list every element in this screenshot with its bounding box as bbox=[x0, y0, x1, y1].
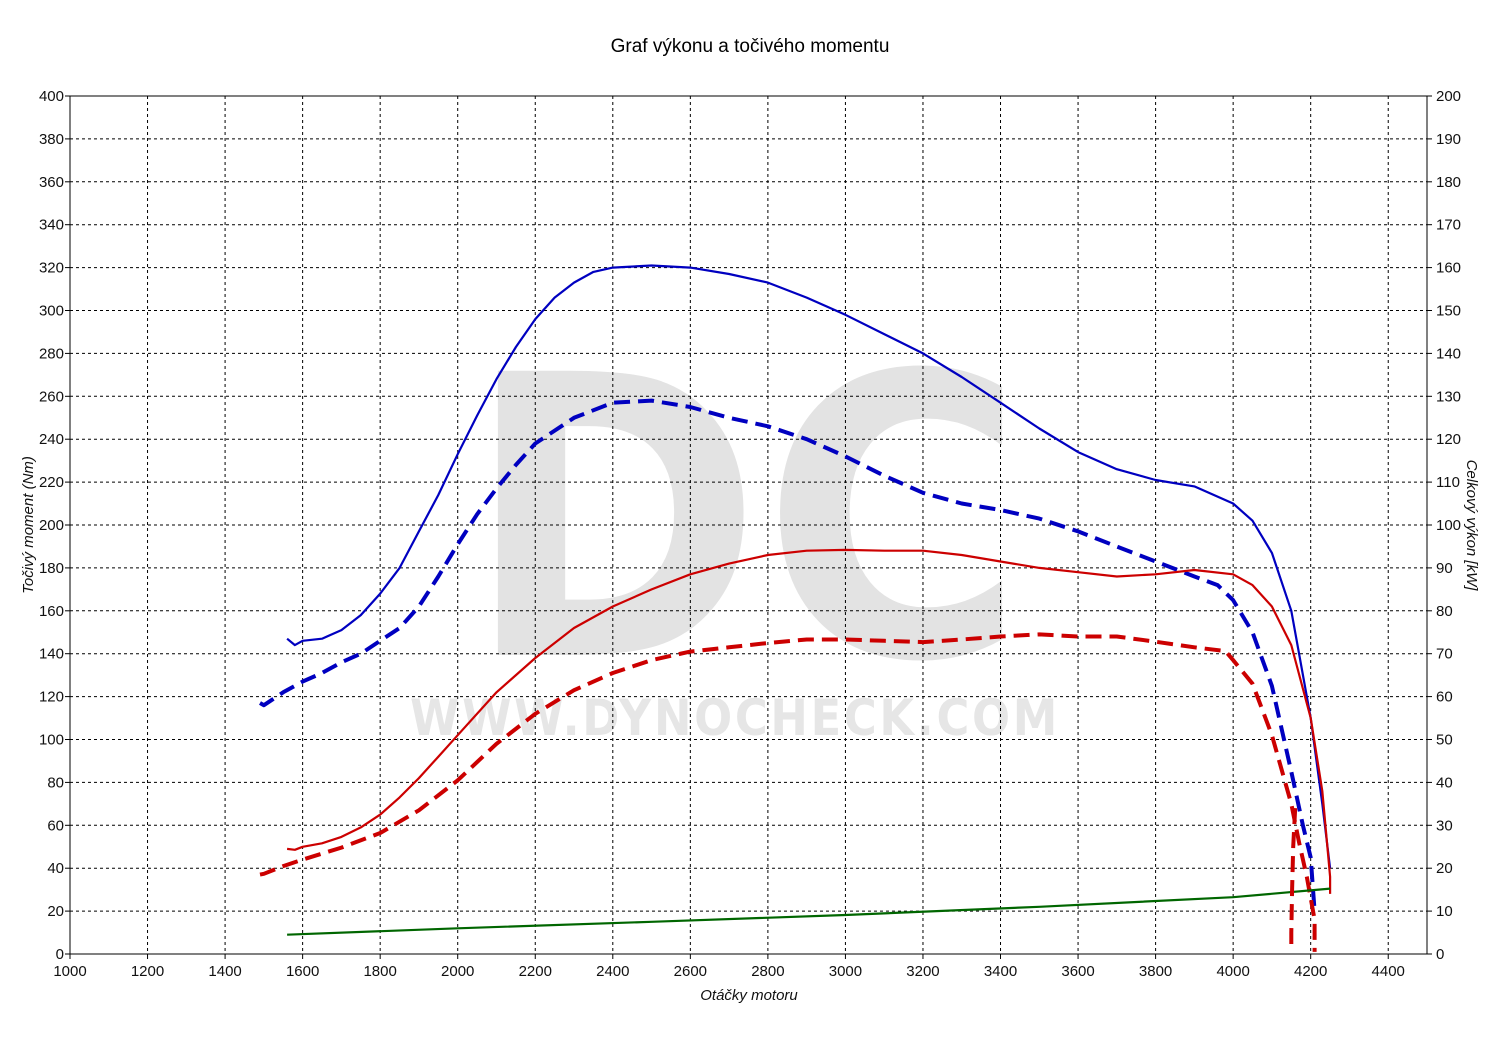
y-right-tick-label: 90 bbox=[1436, 560, 1453, 577]
y-left-tick-label: 20 bbox=[47, 903, 64, 920]
series-line-3 bbox=[286, 548, 1332, 894]
x-tick-label: 2600 bbox=[674, 963, 707, 980]
y-left-tick-label: 340 bbox=[39, 217, 64, 234]
x-tick-label: 3200 bbox=[906, 963, 939, 980]
y-left-tick-label: 260 bbox=[39, 388, 64, 405]
x-axis-label: Otáčky motoru bbox=[700, 987, 798, 1004]
series-line-6 bbox=[1289, 807, 1298, 952]
y-left-tick-label: 180 bbox=[39, 560, 64, 577]
y-right-tick-label: 100 bbox=[1436, 517, 1461, 534]
y-right-tick-label: 80 bbox=[1436, 603, 1453, 620]
y-left-tick-label: 380 bbox=[39, 131, 64, 148]
y-left-tick-label: 0 bbox=[56, 946, 64, 963]
x-tick-label: 1600 bbox=[286, 963, 319, 980]
y-right-tick-label: 180 bbox=[1436, 174, 1461, 191]
x-tick-label: 2200 bbox=[519, 963, 552, 980]
y-left-tick-label: 280 bbox=[39, 345, 64, 362]
y-right-tick-label: 190 bbox=[1436, 131, 1461, 148]
y-left-tick-label: 80 bbox=[47, 774, 64, 791]
x-tick-label: 1800 bbox=[363, 963, 396, 980]
y-left-tick-label: 200 bbox=[39, 517, 64, 534]
y-left-tick-label: 60 bbox=[47, 817, 64, 834]
series-line-4 bbox=[259, 632, 1317, 952]
y-right-tick-label: 70 bbox=[1436, 646, 1453, 663]
y-left-tick-label: 100 bbox=[39, 732, 64, 749]
y-right-tick-label: 120 bbox=[1436, 431, 1461, 448]
watermark-logo: DC bbox=[465, 293, 1025, 747]
chart-title: Graf výkonu a točivého momentu bbox=[611, 36, 890, 57]
x-tick-label: 3000 bbox=[829, 963, 862, 980]
y-left-tick-label: 220 bbox=[39, 474, 64, 491]
y-left-tick-label: 140 bbox=[39, 646, 64, 663]
x-tick-label: 2400 bbox=[596, 963, 629, 980]
tick-labels: 1000 1200 1400 1600 1800 2000 2200 2400 2600 2800… bbox=[39, 88, 1461, 980]
y-right-tick-label: 140 bbox=[1436, 345, 1461, 362]
series-group bbox=[259, 264, 1332, 952]
y-left-tick-label: 320 bbox=[39, 260, 64, 277]
y-right-tick-label: 60 bbox=[1436, 689, 1453, 706]
y-left-tick-label: 40 bbox=[47, 860, 64, 877]
x-tick-label: 1200 bbox=[131, 963, 164, 980]
y-axis-right-label: Celkový výkon [kW] bbox=[1463, 460, 1480, 592]
x-tick-label: 1400 bbox=[208, 963, 241, 980]
y-right-tick-label: 150 bbox=[1436, 303, 1461, 320]
y-right-tick-label: 0 bbox=[1436, 946, 1444, 963]
x-tick-label: 4400 bbox=[1372, 963, 1405, 980]
y-right-tick-label: 50 bbox=[1436, 732, 1453, 749]
y-axis-left-label: Točivý moment (Nm) bbox=[20, 456, 37, 594]
y-right-tick-label: 40 bbox=[1436, 774, 1453, 791]
y-left-tick-label: 400 bbox=[39, 88, 64, 105]
x-tick-label: 4200 bbox=[1294, 963, 1327, 980]
watermark-url: WWW.DYNOCHECK.COM bbox=[410, 689, 1060, 747]
y-left-tick-label: 360 bbox=[39, 174, 64, 191]
y-left-tick-label: 160 bbox=[39, 603, 64, 620]
y-right-tick-label: 110 bbox=[1436, 474, 1460, 491]
x-tick-label: 3800 bbox=[1139, 963, 1172, 980]
y-right-tick-label: 20 bbox=[1436, 860, 1453, 877]
x-tick-label: 1000 bbox=[53, 963, 86, 980]
grid bbox=[70, 96, 1427, 954]
y-left-tick-label: 240 bbox=[39, 431, 64, 448]
y-right-tick-label: 30 bbox=[1436, 817, 1453, 834]
y-left-tick-label: 120 bbox=[39, 689, 64, 706]
y-right-tick-label: 160 bbox=[1436, 260, 1461, 277]
x-tick-label: 3400 bbox=[984, 963, 1017, 980]
y-right-tick-label: 10 bbox=[1436, 903, 1453, 920]
y-left-tick-label: 300 bbox=[39, 303, 64, 320]
series-line-1 bbox=[286, 264, 1332, 869]
x-tick-label: 2000 bbox=[441, 963, 474, 980]
watermark: DC WWW.DYNOCHECK.COM bbox=[410, 293, 1060, 747]
x-tick-label: 3600 bbox=[1061, 963, 1094, 980]
y-right-tick-label: 170 bbox=[1436, 217, 1461, 234]
y-right-tick-label: 200 bbox=[1436, 88, 1461, 105]
x-tick-label: 4000 bbox=[1216, 963, 1249, 980]
series-line-5 bbox=[287, 887, 1331, 936]
y-right-tick-label: 130 bbox=[1436, 388, 1461, 405]
x-tick-label: 2800 bbox=[751, 963, 784, 980]
series-line-2 bbox=[259, 398, 1317, 912]
